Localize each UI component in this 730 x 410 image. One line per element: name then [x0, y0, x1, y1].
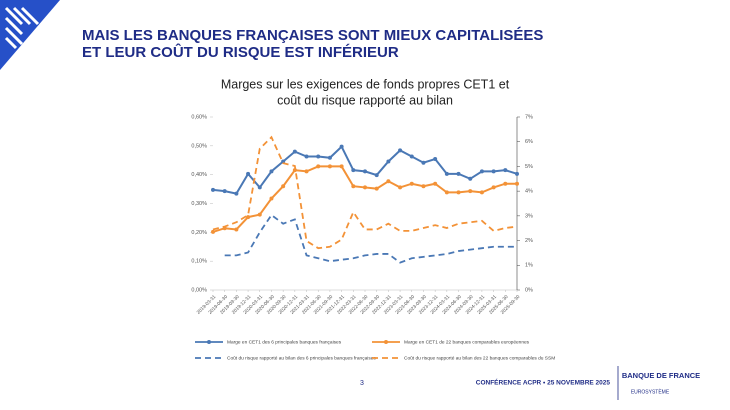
logo-stripes: [4, 6, 40, 50]
data-point: [257, 185, 262, 190]
y-tick-label: 0,50%: [191, 143, 207, 149]
slide-title: ET LEUR COÛT DU RISQUE EST INFÉRIEUR: [82, 43, 399, 61]
data-point: [515, 181, 519, 186]
slide-title: MAIS LES BANQUES FRANÇAISES SONT MIEUX C…: [82, 27, 543, 44]
data-point: [351, 168, 356, 173]
data-point: [409, 181, 414, 186]
data-point: [316, 154, 321, 159]
y2-tick-label: 7%: [525, 114, 533, 120]
data-point: [234, 191, 239, 196]
data-point: [246, 171, 251, 176]
data-point: [409, 154, 414, 159]
series-line: [212, 135, 518, 250]
data-point: [234, 227, 239, 232]
data-point: [398, 148, 403, 153]
y-tick-label: 0,60%: [191, 114, 207, 120]
data-point: [386, 159, 391, 164]
data-point: [292, 149, 297, 154]
data-point: [433, 181, 438, 186]
y-tick-label: 0,30%: [191, 201, 207, 207]
y2-tick-label: 6%: [525, 139, 533, 145]
legend-marker: [207, 340, 211, 344]
data-point: [327, 155, 332, 160]
data-point: [351, 184, 356, 189]
data-point: [491, 185, 496, 190]
data-point: [374, 186, 379, 191]
y2-tick-label: 5%: [525, 164, 533, 170]
data-point: [327, 164, 332, 169]
page-number: 3: [360, 380, 364, 387]
y2-tick-label: 3%: [525, 213, 533, 219]
data-point: [421, 160, 426, 165]
y-tick-label: 0,10%: [191, 259, 207, 265]
data-point: [339, 164, 344, 169]
data-point: [269, 169, 274, 174]
data-point: [269, 196, 274, 201]
data-point: [491, 169, 496, 174]
data-point: [503, 168, 508, 173]
chart: 0,00% 0,10% 0,20% 0,30% 0,40% 0,50% 0,60% 0% 1% 2…: [191, 114, 555, 361]
data-point: [281, 184, 286, 189]
data-point: [479, 169, 484, 174]
legend-marker: [384, 340, 388, 344]
y2-tick-label: 1%: [525, 263, 533, 269]
logo-subtext: EUROSYSTÈME: [631, 388, 670, 395]
data-point: [339, 144, 344, 149]
data-point: [363, 169, 367, 174]
data-point: [211, 187, 215, 192]
data-point: [386, 179, 391, 184]
y2-tick-label: 2%: [525, 238, 533, 244]
data-point: [246, 215, 251, 220]
data-point: [363, 185, 367, 190]
legend-label: Coût du risque rapporté au bilan des 22 …: [404, 355, 555, 361]
data-point: [468, 176, 473, 181]
y-tick-label: 0,40%: [191, 172, 207, 178]
y2-tick-label: 4%: [525, 189, 533, 195]
data-point: [456, 171, 461, 176]
data-point: [398, 185, 403, 190]
data-point: [515, 171, 519, 176]
data-point: [503, 181, 508, 186]
data-point: [479, 190, 484, 195]
data-point: [257, 212, 262, 217]
data-point: [304, 169, 309, 174]
chart-title: Marges sur les exigences de fonds propre…: [221, 77, 510, 91]
data-point: [444, 171, 449, 176]
data-point: [304, 154, 309, 159]
footer: CONFÉRENCE ACPR • 25 NOVEMBRE 2025: [476, 378, 611, 387]
data-point: [468, 189, 473, 194]
series-line: [224, 213, 517, 264]
legend-label: Marge en CET1 de 22 banques comparables …: [404, 339, 530, 345]
data-point: [444, 190, 449, 195]
data-point: [316, 164, 321, 169]
data-point: [374, 173, 379, 178]
legend-label: Marge en CET1 des 6 principales banques …: [227, 339, 342, 345]
data-point: [433, 157, 438, 162]
y2-tick-label: 0%: [525, 287, 533, 293]
corner-logo: [0, 0, 60, 70]
logo-text: BANQUE DE FRANCE: [622, 371, 700, 380]
legend-label: Coût du risque rapporté au bilan des 6 p…: [227, 355, 376, 361]
data-point: [456, 190, 461, 195]
chart-title: coût du risque rapporté au bilan: [277, 93, 453, 107]
data-point: [222, 189, 227, 194]
y-tick-label: 0,20%: [191, 230, 207, 236]
y-tick-label: 0,00%: [191, 287, 207, 293]
data-point: [421, 184, 426, 189]
data-point: [211, 229, 215, 234]
